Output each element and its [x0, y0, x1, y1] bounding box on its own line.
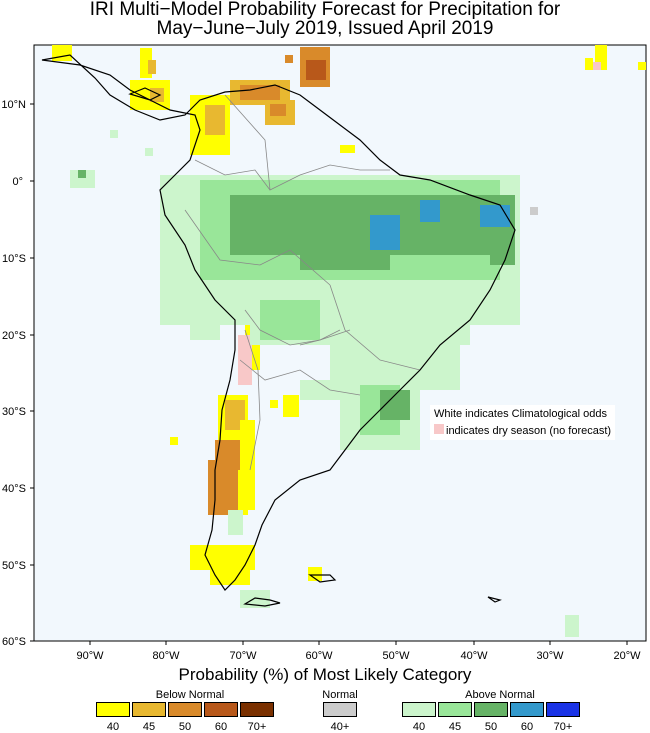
below-tick: 60	[214, 721, 228, 733]
lat-label: 60°S	[2, 636, 26, 648]
note-line2: indicates dry season (no forecast)	[446, 425, 611, 437]
lon-axis: 90°W 80°W 70°W 60°W 50°W 40°W 30°W 20°W	[76, 650, 641, 662]
title-line1: IRI Multi−Model Probability Forecast for…	[89, 0, 561, 20]
above-normal-label: Above Normal	[465, 689, 535, 701]
above-tick: 50	[484, 721, 498, 733]
above-normal-regions	[70, 130, 579, 637]
normal-swatch	[323, 702, 357, 717]
lat-label: 20°S	[2, 330, 26, 342]
above-swatch	[546, 702, 580, 717]
note-box: White indicates Climatological odds indi…	[430, 405, 615, 440]
coastlines	[41, 54, 516, 607]
below-tick: 45	[142, 721, 156, 733]
below-tick: 70+	[247, 721, 267, 733]
below-swatch	[240, 702, 274, 717]
below-normal-regions	[52, 45, 646, 585]
below-swatch	[96, 702, 130, 717]
lon-label: 70°W	[229, 650, 257, 662]
below-swatch	[204, 702, 238, 717]
below-swatch	[132, 702, 166, 717]
above-swatch	[510, 702, 544, 717]
title-line2: May−June−July 2019, Issued April 2019	[156, 18, 494, 39]
lat-label: 10°N	[1, 99, 26, 111]
lon-label: 20°W	[613, 650, 641, 662]
country-borders	[184, 94, 421, 471]
below-normal-label: Below Normal	[155, 689, 225, 701]
lat-label: 40°S	[2, 483, 26, 495]
lat-axis: 10°N 0° 10°S 20°S 30°S 40°S 50°S 60°S	[1, 99, 26, 648]
above-swatch	[438, 702, 472, 717]
dry-season-swatch	[434, 424, 444, 434]
lon-label: 40°W	[460, 650, 488, 662]
above-swatch	[474, 702, 508, 717]
above-tick: 45	[448, 721, 462, 733]
below-tick: 50	[178, 721, 192, 733]
below-swatch	[168, 702, 202, 717]
normal-region	[530, 207, 538, 215]
lon-label: 90°W	[76, 650, 104, 662]
note-line1: White indicates Climatological odds	[434, 408, 608, 420]
legend-title: Probability (%) of Most Likely Category	[178, 665, 472, 684]
lat-label: 10°S	[2, 253, 26, 265]
lon-label: 30°W	[536, 650, 564, 662]
below-tick: 40	[106, 721, 120, 733]
above-tick: 70+	[553, 721, 573, 733]
normal-label: Normal	[322, 689, 358, 701]
above-tick: 60	[520, 721, 534, 733]
lon-label: 80°W	[152, 650, 180, 662]
lon-label: 50°W	[382, 650, 410, 662]
lat-label: 30°S	[2, 406, 26, 418]
ticks	[30, 103, 628, 645]
normal-tick: 40+	[330, 721, 350, 733]
lon-label: 60°W	[305, 650, 333, 662]
lat-label: 0°	[12, 176, 23, 188]
lat-label: 50°S	[2, 560, 26, 572]
above-tick: 40	[412, 721, 426, 733]
above-swatch	[402, 702, 436, 717]
